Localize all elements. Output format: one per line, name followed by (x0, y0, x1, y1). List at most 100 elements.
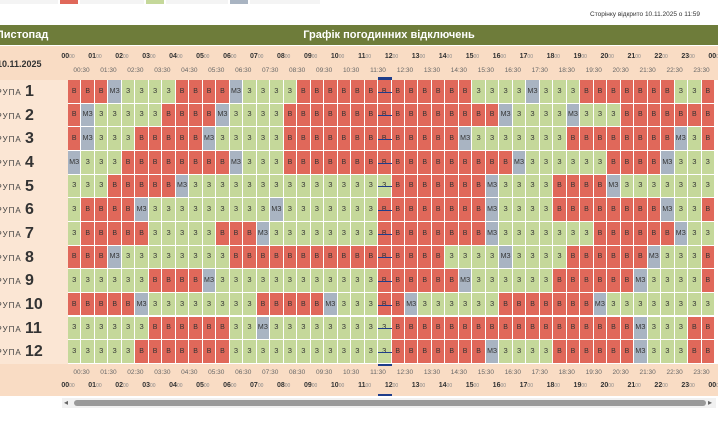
legend-bar (230, 0, 248, 4)
slot-cell: В (283, 292, 298, 317)
slot-cell: В (405, 269, 419, 293)
slot-cell: З (216, 127, 230, 151)
slot-cell: В (647, 198, 662, 222)
slot-cell: В (81, 80, 95, 104)
slot-cell: З (243, 150, 257, 175)
hour-label: 0100 (85, 53, 105, 60)
slot-cell: В (310, 150, 325, 175)
slot-cell: В (431, 80, 446, 104)
slot-cell: З (364, 340, 379, 364)
hour-label: 1800 (543, 382, 563, 389)
hour-label: 1500 (462, 53, 482, 60)
slot-cell: В (431, 245, 446, 270)
slot-cell: МЗ (634, 340, 648, 364)
slot-cell: З (580, 103, 594, 128)
slot-cell: В (297, 127, 311, 151)
current-slot-line (378, 115, 392, 117)
slot-cell: З (351, 269, 365, 293)
slot-cell: В (566, 340, 581, 364)
slot-cell: З (580, 150, 594, 175)
slot-cell: В (620, 340, 635, 364)
slot-cell: З (499, 80, 513, 104)
legend-bar (80, 0, 144, 4)
slot-cell: З (189, 198, 203, 222)
slot-cell: З (162, 245, 176, 270)
slot-cell: В (68, 103, 82, 128)
slot-cell: В (202, 80, 217, 104)
slot-cell: З (121, 316, 136, 341)
slot-cell: З (688, 245, 702, 270)
group-number: 12 (25, 343, 43, 361)
slot-cell: З (216, 245, 230, 270)
slot-cell: В (108, 292, 122, 317)
slot-cell: МЗ (499, 103, 513, 128)
hour: 03 (142, 53, 150, 60)
slot-cell: МЗ (175, 174, 190, 199)
scrollbar-thumb[interactable] (74, 400, 706, 406)
half-hour-label: 18:30 (558, 369, 575, 376)
slot-cell: З (539, 340, 554, 364)
slot-cell: З (108, 150, 122, 175)
slot-cell: З (674, 174, 689, 199)
group-label: ГРУПА (0, 158, 22, 168)
slot-cell: МЗ (202, 269, 217, 293)
half-hour-label: 03:30 (154, 369, 171, 376)
slot-cell: З (135, 103, 149, 128)
title: Графік погодинних відключень (303, 29, 475, 41)
slot-cell: З (94, 340, 109, 364)
slot-cell: З (499, 340, 513, 364)
slot-cell: З (499, 127, 513, 151)
slot-cell: В (391, 245, 405, 270)
slot-cell: В (553, 174, 567, 199)
slot-cell: З (553, 245, 567, 270)
slot-cell: В (391, 103, 405, 128)
slot-cell: З (229, 127, 244, 151)
slot-cell: В (216, 316, 230, 341)
slot-cell: З (701, 174, 716, 199)
hour-label: 2000 (597, 53, 617, 60)
minutes: 00 (446, 383, 453, 389)
slot-cell: В (162, 150, 176, 175)
slot-cell: В (431, 221, 446, 246)
slot-cell: В (580, 245, 594, 270)
slot-cell: В (189, 150, 203, 175)
slot-cell: В (445, 174, 459, 199)
minutes: 00 (527, 383, 533, 389)
hour: 12 (384, 382, 393, 389)
slot-cell: В (701, 80, 716, 104)
scroll-left[interactable]: ◂ (64, 398, 69, 407)
slot-cell: З (674, 80, 689, 104)
hour: 00 (708, 382, 717, 389)
slot-cell: З (270, 174, 284, 199)
slot-cell: В (364, 245, 379, 270)
half-hour-label: 22:30 (666, 369, 683, 376)
slot-cell: З (539, 103, 554, 128)
slot-cell: З (351, 316, 365, 341)
slot-cell: В (458, 198, 473, 222)
slot-cell: З (512, 198, 527, 222)
slot-cell: В (175, 80, 190, 104)
slot-cell: В (634, 80, 648, 104)
half-hour-label: 23:30 (693, 67, 710, 74)
hour-label: 1700 (516, 53, 536, 60)
slot-cell: В (580, 198, 594, 222)
hour-label: 2000 (597, 382, 617, 389)
hour-label: 2200 (651, 53, 671, 60)
slot-cell: В (458, 221, 473, 246)
half-hour-label: 06:30 (235, 369, 252, 376)
slot-cell: В (405, 245, 419, 270)
hour: 16 (492, 382, 501, 389)
hour: 20 (600, 53, 609, 60)
slot-cell: В (324, 103, 338, 128)
group-label: ГРУПА (0, 324, 22, 334)
slot-cell: В (148, 127, 163, 151)
scroll-right[interactable]: ▸ (708, 398, 713, 407)
slot-cell: В (620, 269, 635, 293)
half-hour-label: 03:30 (154, 67, 171, 74)
hour: 21 (627, 53, 636, 60)
slot-cell: З (324, 221, 338, 246)
minutes: 00 (662, 54, 668, 60)
slot-cell: В (162, 340, 176, 364)
minutes: 00 (311, 54, 318, 60)
slot-cell: З (189, 221, 203, 246)
